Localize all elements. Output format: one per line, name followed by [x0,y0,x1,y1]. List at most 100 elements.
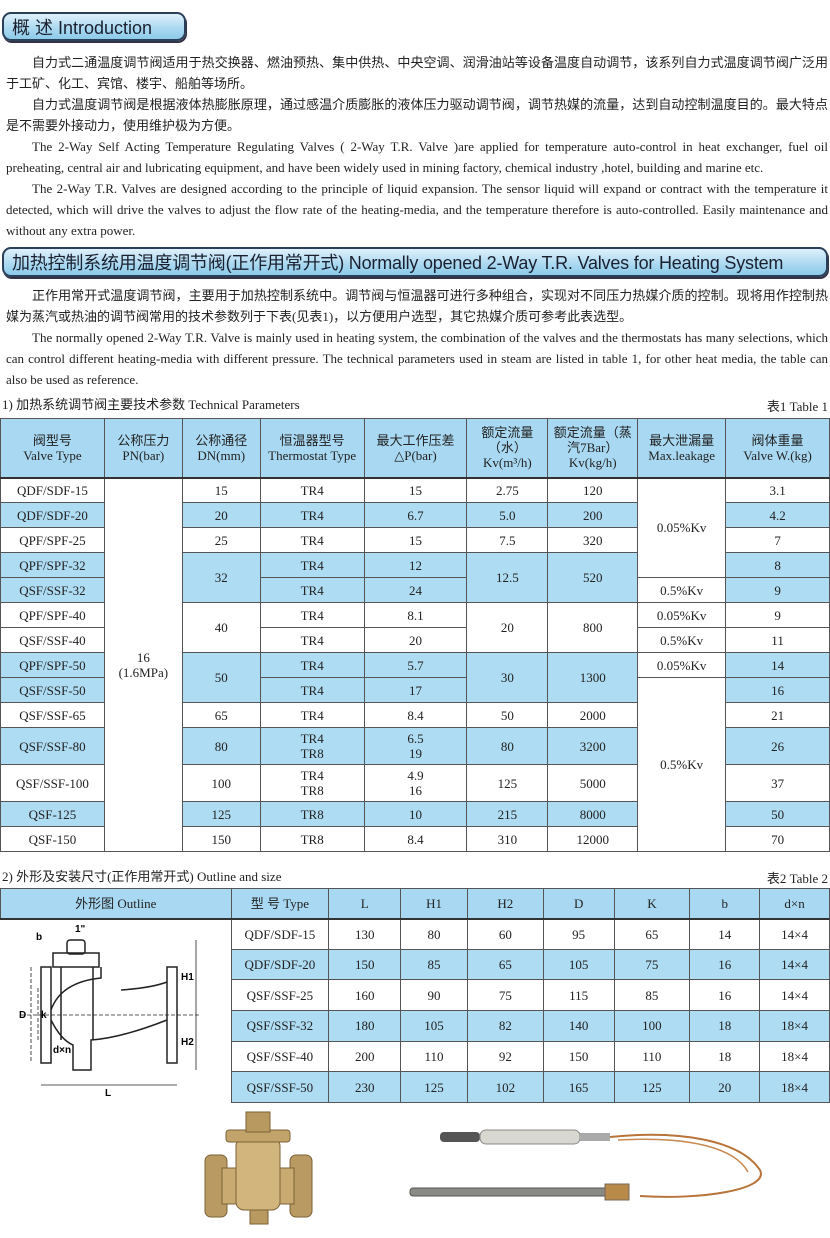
paragraph: 正作用常开式温度调节阀，主要用于加热控制系统中。调节阀与恒温器可进行多种组合，实… [6,288,828,324]
table-cell: 150 [542,1040,615,1073]
table-cell: 21 [725,702,830,728]
paragraph: 自力式温度调节阀是根据液体热膨胀原理，通过感温介质膨胀的液体压力驱动调节阀，调节… [6,97,828,133]
table-cell: 20 [689,1071,761,1103]
table-cell: 14 [725,652,830,678]
table-cell: 20 [466,602,549,653]
table-cell: QSF/SSF-80 [0,727,105,765]
column-header: L [328,888,402,920]
table-cell: 2.75 [466,477,549,503]
table-cell: 14 [689,918,761,950]
table-cell: 15 [363,527,468,553]
table-cell: 105 [400,1009,468,1042]
table-row: QDF/SDF-20 150 85 65 105 75 16 14×4 [1,948,830,981]
table-cell: QSF-150 [0,826,105,852]
table-cell: 18×4 [759,1040,830,1073]
table-cell: 320 [547,527,639,553]
table-cell: TR4 [259,502,365,528]
table-cell: 3.1 [725,477,830,503]
table-cell: 125 [400,1071,468,1103]
column-header: d×n [759,888,830,920]
table-cell: 92 [466,1040,544,1073]
table-cell: 102 [466,1071,544,1103]
table-cell: TR4 [259,702,365,728]
table-cell: 105 [542,948,615,981]
table-cell: 5000 [547,764,639,802]
table-cell: 85 [613,979,691,1011]
table-cell: 6.7 [363,502,468,528]
column-header: K [613,888,691,920]
table-cell: 125 [613,1071,691,1103]
table-cell: 0.05%Kv [637,652,727,678]
dim-top: 1" [75,924,86,935]
technical-parameters-table: 阀型号 Valve Type 公称压力 PN(bar) 公称通径 DN(mm) 恒温器型号 T… [0,418,830,852]
table-cell: 3200 [547,727,639,765]
table-cell: 0.05%Kv [637,477,727,578]
table-cell: 100 [613,1009,691,1042]
paragraph: 自力式二通温度调节阀适用于热交换器、燃油预热、集中供热、中央空调、润滑油站等设备… [6,55,828,91]
table-row: QSF-125 125 TR8 10 215 8000 50 [0,801,830,827]
table-cell: QSF/SSF-100 [0,764,105,802]
table-cell: QDF/SDF-20 [0,502,105,528]
table-cell: 115 [542,979,615,1011]
intro-text: 自力式二通温度调节阀适用于热交换器、燃油预热、集中供热、中央空调、润滑油站等设备… [6,52,828,241]
valve-photo [204,1111,313,1225]
table-cell: TR4 [259,552,365,578]
table-cell: 1300 [547,652,639,703]
table-cell: 37 [725,764,830,802]
table-cell: 200 [547,502,639,528]
table-cell: 200 [328,1040,402,1073]
table-cell: 7 [725,527,830,553]
table-cell: 65 [466,948,544,981]
table-cell: TR4 TR8 [259,764,365,802]
table-cell: 70 [725,826,830,852]
table-cell: 25 [181,527,261,553]
heading-text: 概 述 Introduction [12,17,153,38]
table-cell: 40 [181,602,261,653]
table-cell: QSF/SSF-32 [230,1009,330,1042]
table-cell: QSF/SSF-40 [0,627,105,653]
table-cell: 18×4 [759,1071,830,1103]
table-row: QSF/SSF-80 80 TR4 TR8 6.5 19 80 3200 26 [0,727,830,765]
table2-caption: 2) 外形及安装尺寸(正作用常开式) Outline and size [2,869,282,884]
table-cell: 15 [363,477,468,503]
table-cell: QPF/SPF-50 [0,652,105,678]
table-cell: 16 [725,677,830,703]
table-cell: 8.4 [363,826,468,852]
column-header: H1 [400,888,468,920]
dim-b: b [36,932,42,943]
table-cell: 14×4 [759,948,830,981]
table-cell: 32 [181,552,261,603]
table-cell: 0.5%Kv [637,677,727,852]
table-cell: 20 [181,502,261,528]
table-cell: 2000 [547,702,639,728]
table-row: QPF/SPF-25 25 TR4 15 7.5 320 7 [0,527,830,553]
table-cell: QDF/SDF-15 [0,477,105,503]
dim-D: D [19,1010,26,1021]
table-cell: TR8 [259,826,365,852]
table-cell: 180 [328,1009,402,1042]
table-cell: QSF/SSF-32 [0,577,105,603]
heating-heading: 加热控制系统用温度调节阀(正作用常开式) Normally opened 2-W… [2,247,828,277]
table-cell: TR4 [259,627,365,653]
table-cell: TR4 [259,677,365,703]
table-cell: 0.5%Kv [637,577,727,603]
table-cell: 215 [466,801,549,827]
table-row: QSF/SSF-40 TR4 20 0.5%Kv 11 [0,627,830,653]
table-cell: 110 [400,1040,468,1073]
table-cell: 125 [466,764,549,802]
table-cell: 4.2 [725,502,830,528]
table-cell: 125 [181,801,261,827]
table-cell: QSF/SSF-65 [0,702,105,728]
table-cell: TR8 [259,801,365,827]
table-cell: 18×4 [759,1009,830,1042]
column-header: b [689,888,761,920]
table-cell: 14×4 [759,979,830,1011]
table-cell: 8 [725,552,830,578]
table-row: QSF/SSF-32 TR4 24 0.5%Kv 9 [0,577,830,603]
table-cell: 60 [466,918,544,950]
table-cell: QDF/SDF-20 [230,948,330,981]
column-header: H2 [466,888,544,920]
table-cell: 85 [400,948,468,981]
table-cell: 5.0 [466,502,549,528]
